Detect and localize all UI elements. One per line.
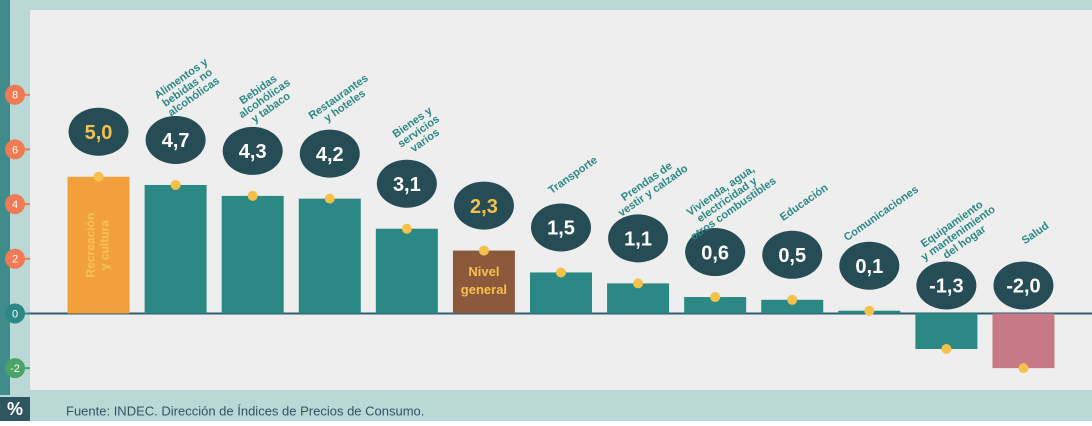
bar-dot bbox=[324, 193, 335, 204]
bar-dot bbox=[710, 292, 721, 303]
bar-dot bbox=[478, 245, 489, 256]
bar bbox=[992, 313, 1055, 369]
value-badge bbox=[453, 181, 514, 230]
value-label: 0,6 bbox=[701, 242, 729, 264]
value-label: -2,0 bbox=[1006, 276, 1040, 298]
value-badge bbox=[685, 228, 746, 277]
value-label: 0,1 bbox=[855, 256, 883, 278]
tick-badge bbox=[5, 358, 25, 379]
tick-badge bbox=[5, 248, 25, 269]
y-axis-unit: % bbox=[7, 399, 23, 419]
value-badge bbox=[993, 261, 1054, 310]
value-label: 3,1 bbox=[393, 174, 421, 196]
value-badge bbox=[145, 115, 206, 164]
value-label: 1,1 bbox=[624, 229, 652, 251]
bar-dot bbox=[247, 190, 258, 201]
value-badge bbox=[916, 261, 977, 310]
source: Fuente: INDEC. Dirección de Índices de P… bbox=[66, 403, 424, 418]
bar bbox=[530, 272, 592, 314]
bar-dot bbox=[633, 278, 644, 289]
y-tick-label: -2 bbox=[10, 363, 20, 375]
bar-dot bbox=[1018, 363, 1029, 374]
bar bbox=[607, 283, 670, 314]
bar-dot bbox=[787, 294, 798, 305]
bar-dot bbox=[170, 179, 181, 190]
bar-dot bbox=[864, 305, 875, 316]
tick-badge bbox=[5, 84, 25, 105]
tick-badge bbox=[5, 194, 25, 215]
value-badge bbox=[762, 230, 823, 279]
bar bbox=[684, 297, 747, 314]
value-badge bbox=[68, 107, 129, 156]
value-label: 0,5 bbox=[778, 245, 806, 267]
value-badge bbox=[376, 159, 437, 208]
value-badge bbox=[299, 129, 360, 178]
axis-strip bbox=[0, 0, 10, 395]
bar-dot bbox=[556, 267, 566, 278]
value-label: 2,3 bbox=[470, 196, 498, 218]
bar bbox=[144, 184, 207, 314]
bar bbox=[375, 228, 438, 314]
y-tick-label: 2 bbox=[12, 254, 18, 266]
plot-area bbox=[30, 10, 1092, 390]
y-tick-label: 8 bbox=[12, 90, 18, 102]
y-tick-label: 6 bbox=[12, 144, 18, 156]
tick-badge bbox=[5, 303, 25, 324]
y-tick-label: 0 bbox=[12, 308, 18, 320]
bar bbox=[761, 299, 824, 314]
bar bbox=[67, 176, 130, 314]
value-badge bbox=[839, 241, 900, 290]
bar bbox=[452, 250, 515, 314]
y-tick-label: 4 bbox=[12, 199, 18, 211]
category-label: Nivel general bbox=[461, 264, 507, 297]
bar-dot bbox=[941, 343, 952, 354]
bar bbox=[915, 313, 978, 349]
value-label: 4,3 bbox=[239, 141, 267, 163]
bar-dot bbox=[401, 223, 412, 234]
value-label: -1,3 bbox=[929, 276, 963, 298]
unit-box bbox=[0, 397, 30, 421]
tick-badge bbox=[5, 139, 25, 160]
bar bbox=[221, 195, 284, 314]
value-badge bbox=[531, 203, 591, 252]
value-label: 4,2 bbox=[316, 144, 344, 166]
category-label: Recreacióny cultura bbox=[84, 213, 112, 278]
value-badge bbox=[222, 126, 283, 175]
value-label: 4,7 bbox=[162, 130, 190, 152]
bar bbox=[298, 198, 361, 314]
bar-dot bbox=[93, 171, 104, 182]
value-label: 5,0 bbox=[85, 122, 113, 144]
value-badge bbox=[608, 214, 669, 263]
value-label: 1,5 bbox=[547, 218, 575, 240]
